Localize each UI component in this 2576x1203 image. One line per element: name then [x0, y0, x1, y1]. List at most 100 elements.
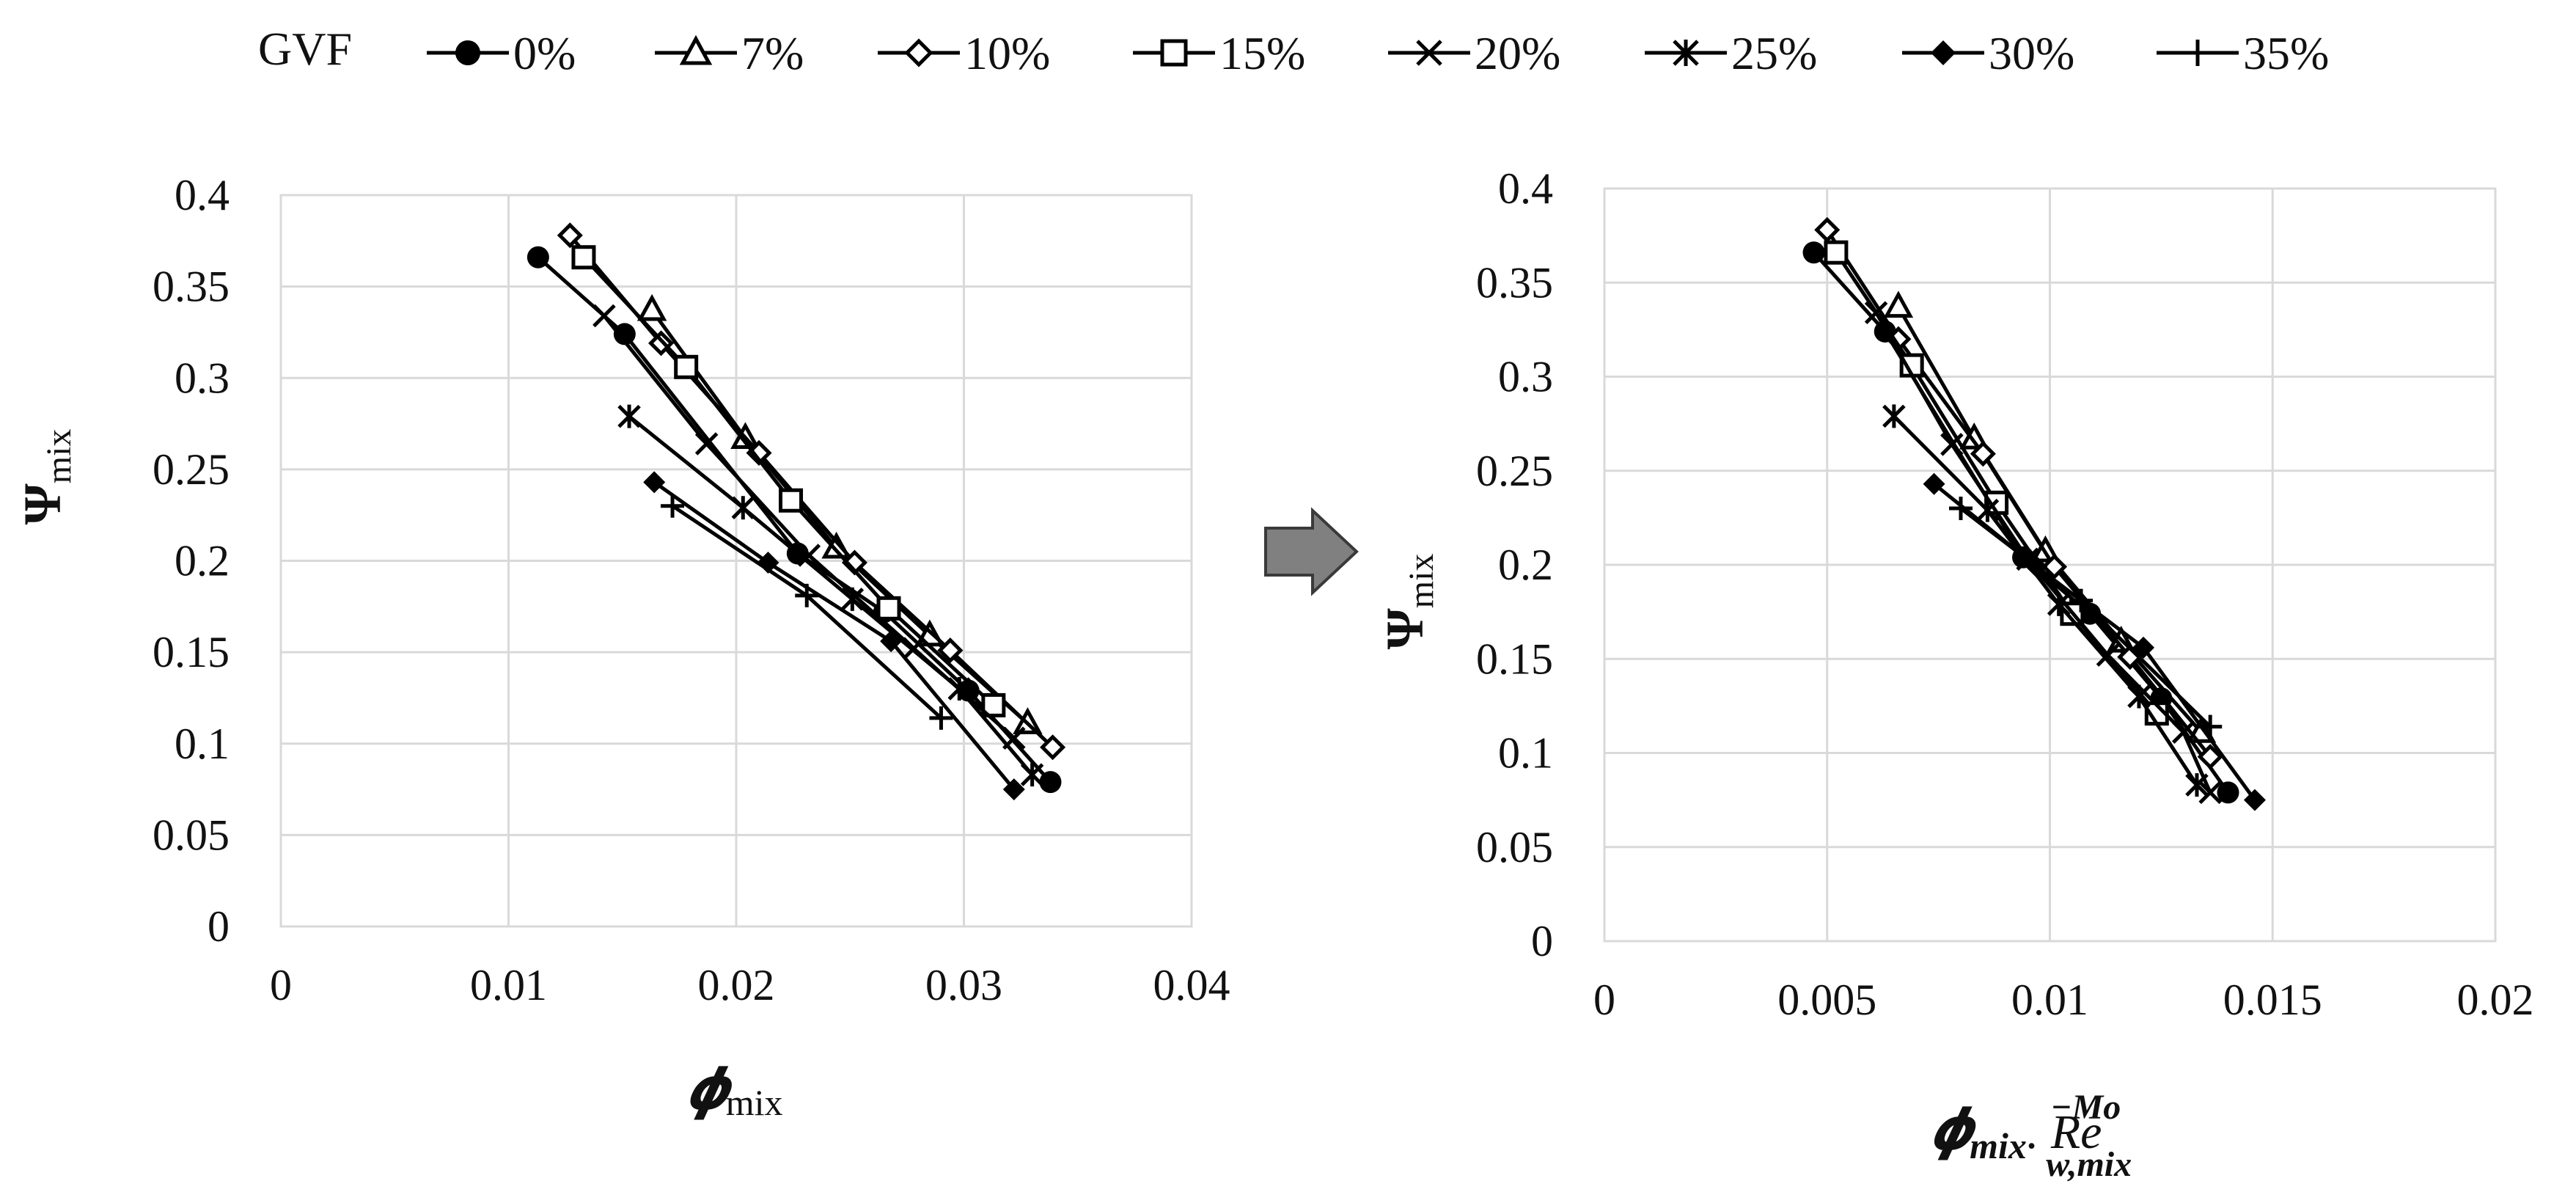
- chart-right-series: [1802, 216, 2266, 811]
- data-point: [674, 354, 699, 379]
- data-point: [2096, 643, 2120, 667]
- chart-right-y-tick-label: 0.25: [1476, 447, 1553, 495]
- chart-right-x-tick-label: 0.02: [2457, 976, 2534, 1024]
- chart-right-y-tick-label: 0.4: [1498, 164, 1553, 213]
- legend-label: 20%: [1475, 27, 1560, 79]
- series-line: [653, 480, 1016, 791]
- chart-right: 0 0.05 0.1 0.15 0.2 0.25 0.3 0.35 0.4 0 0.005 0.01 0…: [1376, 164, 2534, 1184]
- legend-marker: [2184, 40, 2211, 66]
- data-point: [876, 596, 901, 621]
- data-point: [694, 432, 719, 456]
- legend-title: GVF: [258, 23, 352, 75]
- data-point: [617, 404, 641, 428]
- chart-left: 0 0.05 0.1 0.15 0.2 0.25 0.3 0.35 0.4 0 0.01 0.02 0.…: [13, 171, 1230, 1123]
- series-line: [1812, 251, 2230, 794]
- data-point: [2197, 744, 2223, 770]
- data-point: [1975, 498, 2000, 522]
- data-point: [557, 222, 583, 249]
- legend-item: 25%: [1645, 27, 1817, 79]
- legend-item: 20%: [1388, 27, 1560, 79]
- legend-marker: [1931, 40, 1956, 65]
- data-point: [947, 676, 972, 701]
- legend-label: 7%: [741, 27, 804, 79]
- legend-label: 25%: [1731, 27, 1817, 79]
- data-point: [1802, 241, 1825, 264]
- chart-left-y-tick-label: 0.1: [175, 720, 230, 768]
- series-35pct: [1949, 497, 2223, 739]
- data-point: [1883, 290, 1914, 318]
- data-point: [1864, 301, 1888, 325]
- chart-right-plot-frame: [1603, 187, 2497, 943]
- chart-right-x-tick-label: 0: [1593, 976, 1615, 1024]
- legend-marker: [1160, 39, 1188, 67]
- chart-left-plot-frame: [279, 194, 1193, 928]
- series-35pct: [661, 494, 953, 730]
- legend-marker: [455, 40, 480, 65]
- data-point: [1824, 240, 1849, 265]
- chart-left-x-tick-label: 0.04: [1153, 961, 1230, 1009]
- chart-left-y-tick-label: 0.05: [153, 811, 230, 859]
- data-point: [1039, 771, 1062, 794]
- data-point: [643, 471, 666, 494]
- data-point: [731, 496, 755, 520]
- data-point: [2243, 789, 2266, 811]
- data-point: [2127, 684, 2151, 709]
- data-point: [1949, 497, 1973, 521]
- chart-left-x-tick-label: 0: [270, 961, 292, 1009]
- legend-marker: [904, 38, 933, 67]
- data-point: [526, 246, 549, 268]
- legend-label: 10%: [964, 27, 1050, 79]
- data-point: [2171, 720, 2195, 745]
- data-point: [2047, 592, 2071, 616]
- legend-item: 10%: [878, 27, 1050, 79]
- data-point: [840, 587, 865, 611]
- data-point: [1882, 404, 1906, 428]
- series-line: [650, 309, 1030, 725]
- chart-right-x-tick-label: 0.01: [2011, 976, 2088, 1024]
- data-point: [1020, 763, 1044, 787]
- data-point: [1940, 433, 1964, 456]
- chart-left-x-axis-label: 𝝓mix: [687, 1058, 783, 1123]
- chart-right-y-tick-label: 0.35: [1476, 258, 1553, 307]
- data-point: [2041, 554, 2068, 580]
- data-point: [592, 304, 616, 328]
- chart-right-tick-labels: 0 0.05 0.1 0.15 0.2 0.25 0.3 0.35 0.4 0 0.005 0.01 0…: [1476, 164, 2534, 1024]
- legend-marker: [1416, 40, 1442, 66]
- legend: GVF 0% 7% 10% 15% 20% 25% 30% 35%: [258, 23, 2329, 79]
- data-point: [797, 544, 821, 567]
- data-point: [1923, 472, 1945, 495]
- legend-item: 7%: [655, 27, 804, 79]
- chart-right-x-tick-label: 0.015: [2223, 976, 2322, 1024]
- data-point: [2069, 588, 2094, 613]
- legend-label: 30%: [1989, 27, 2074, 79]
- legend-item: 30%: [1902, 27, 2074, 79]
- chart-right-y-tick-label: 0: [1531, 917, 1553, 965]
- data-point: [661, 494, 685, 518]
- data-point: [937, 637, 964, 664]
- series-line: [1874, 312, 2212, 794]
- chart-left-y-axis-label: Ψmix: [13, 429, 78, 525]
- data-point: [1814, 216, 1841, 243]
- data-point: [571, 245, 596, 270]
- chart-right-y-tick-label: 0.2: [1498, 541, 1553, 589]
- legend-item: 0%: [427, 27, 576, 79]
- data-point: [636, 293, 667, 321]
- data-point: [795, 583, 819, 607]
- chart-left-y-tick-label: 0.3: [175, 354, 230, 402]
- chart-left-series: [526, 222, 1066, 801]
- data-point: [2217, 781, 2239, 804]
- data-point: [613, 323, 636, 345]
- chart-left-x-tick-label: 0.03: [925, 961, 1002, 1009]
- chart-right-y-tick-label: 0.3: [1498, 353, 1553, 401]
- series-10pct: [557, 222, 1066, 761]
- chart-left-gridlines: [279, 194, 1193, 928]
- data-point: [1959, 422, 1989, 450]
- data-point: [2132, 636, 2155, 659]
- chart-left-x-tick-label: 0.02: [698, 961, 775, 1009]
- chart-left-y-tick-label: 0.25: [153, 445, 230, 494]
- chart-left-y-tick-label: 0.15: [153, 628, 230, 676]
- legend-label: 15%: [1219, 27, 1305, 79]
- legend-item: 15%: [1133, 27, 1305, 79]
- legend-marker: [1673, 40, 1699, 66]
